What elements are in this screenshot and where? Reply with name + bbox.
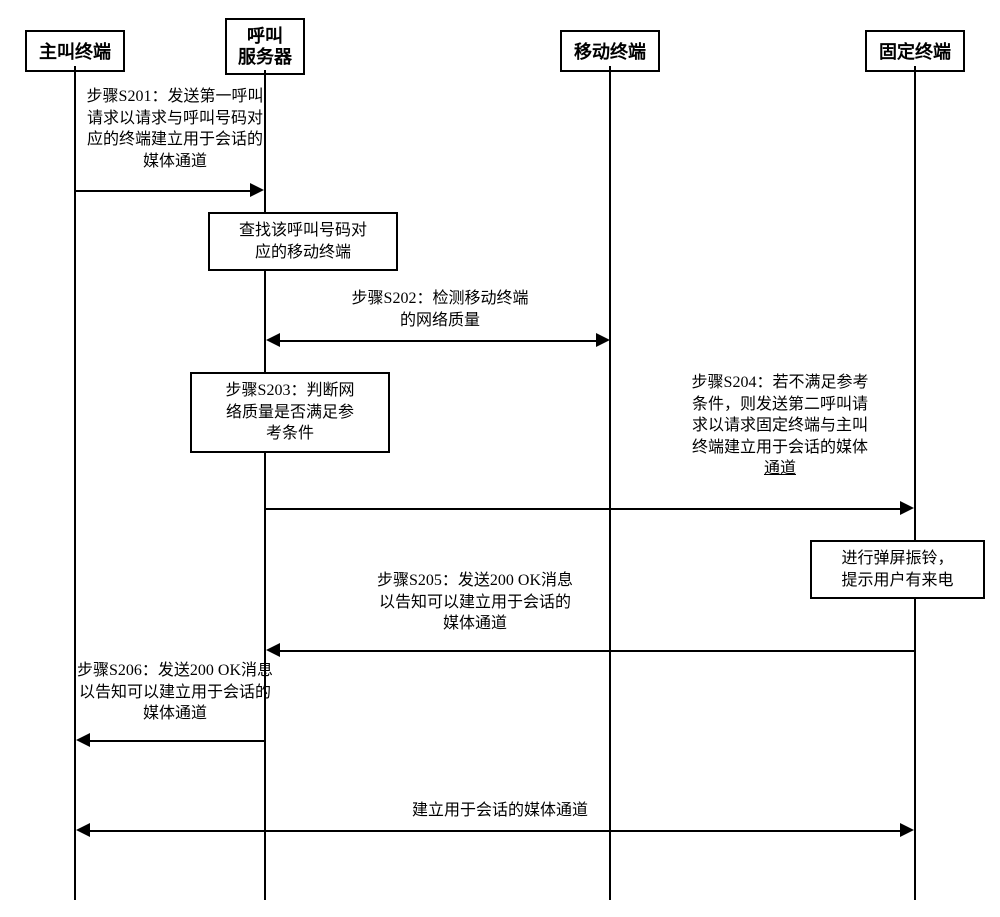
step-s201-text: 步骤S201：发送第一呼叫请求以请求与呼叫号码对应的终端建立用于会话的媒体通道 [60,86,290,172]
participant-caller-label: 主叫终端 [39,42,111,62]
participant-fixed-label: 固定终端 [879,42,951,62]
arrow-s205 [278,650,914,652]
step-lookup-box: 查找该呼叫号码对应的移动终端 [208,212,398,271]
step-establish-text: 建立用于会话的媒体通道 [380,800,620,822]
arrow-s202-head-r [596,333,610,347]
arrow-s206-head [76,733,90,747]
arrow-s202-head-l [266,333,280,347]
arrow-s201-head [250,183,264,197]
lifeline-server [264,70,266,900]
arrow-s202 [278,340,598,342]
participant-mobile-label: 移动终端 [574,42,646,62]
participant-server-label: 呼叫服务器 [238,26,292,67]
arrow-s205-head [266,643,280,657]
step-s204-text: 步骤S204：若不满足参考条件，则发送第二呼叫请求以请求固定终端与主叫终端建立用… [650,372,910,480]
step-s205-text: 步骤S205：发送200 OK消息以告知可以建立用于会话的媒体通道 [330,570,620,635]
arrow-establish-head-r [900,823,914,837]
step-popup-box: 进行弹屏振铃，提示用户有来电 [810,540,985,599]
step-s206-text: 步骤S206：发送200 OK消息以告知可以建立用于会话的媒体通道 [30,660,320,725]
step-s204-underline: 通道 [764,460,796,477]
arrow-s206 [88,740,264,742]
arrow-establish-head-l [76,823,90,837]
lifeline-mobile [609,66,611,900]
step-s202-text: 步骤S202：检测移动终端的网络质量 [310,288,570,331]
step-s203-box: 步骤S203：判断网络质量是否满足参考条件 [190,372,390,453]
lifeline-fixed [914,66,916,900]
arrow-s201 [76,190,252,192]
arrow-s204-head [900,501,914,515]
participant-server: 呼叫服务器 [225,18,305,75]
arrow-establish [88,830,902,832]
arrow-s204 [266,508,902,510]
